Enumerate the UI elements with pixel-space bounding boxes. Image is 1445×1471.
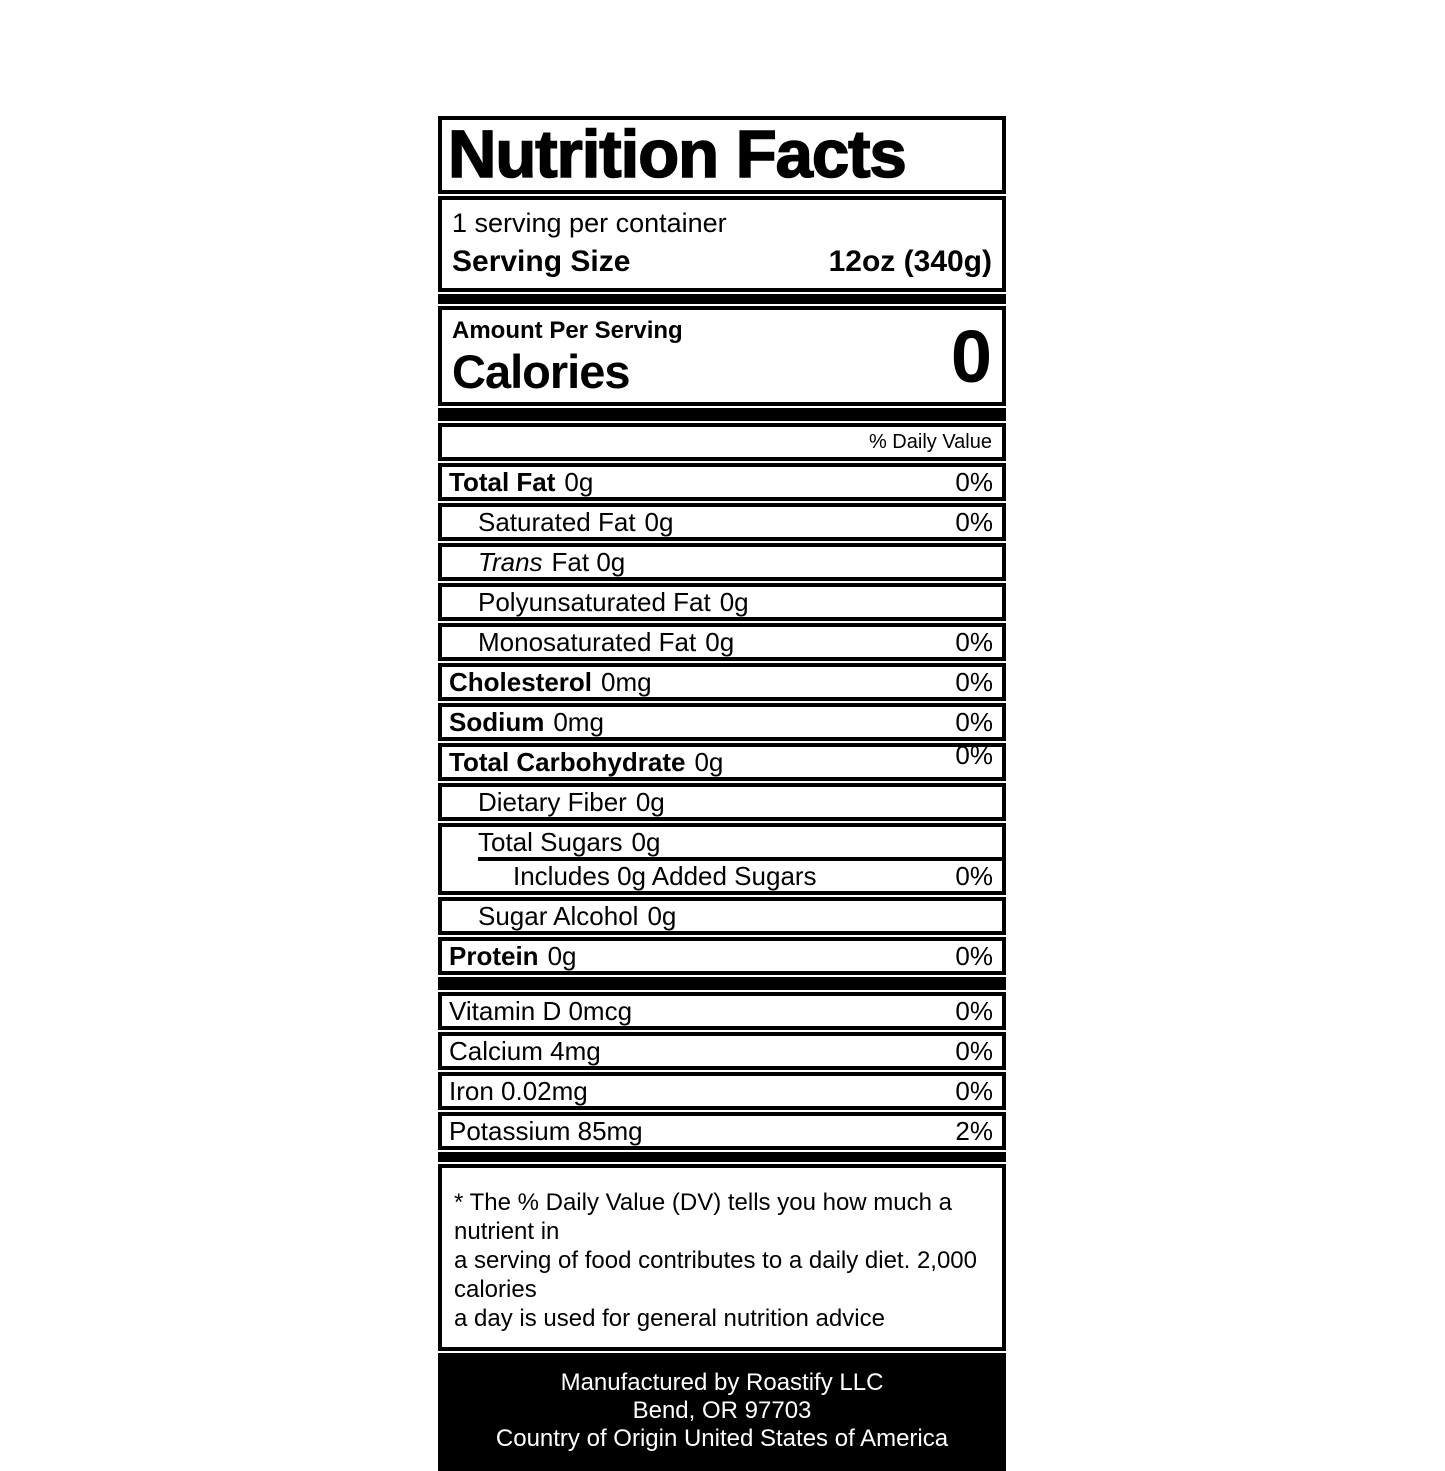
nutrient-name: Sugar Alcohol [478,901,639,931]
row-protein: Protein 0g 0% [438,937,1006,975]
footnote-line: a serving of food contributes to a daily… [454,1247,977,1303]
nutrient-name: Cholesterol [449,667,593,697]
title-box: Nutrition Facts [438,116,1006,194]
nutrient-name: Monosaturated Fat [478,627,697,657]
nutrient-dv: 0% [955,740,993,770]
row-added-sugars: Includes 0g Added Sugars 0% [442,861,1002,891]
nutrient-name: Iron 0.02mg [449,1076,588,1106]
nutrient-name: Includes 0g Added Sugars [513,861,817,891]
inset-divider [478,857,1002,861]
nutrient-name: Potassium 85mg [449,1116,643,1146]
nutrient-name: Vitamin D 0mcg [449,996,633,1026]
nutrient-amount: 0mg [601,667,652,697]
manufacturer-footer: Manufactured by Roastify LLC Bend, OR 97… [438,1353,1006,1471]
calories-left: Amount Per Serving Calories [452,316,683,398]
row-total-sugars: Total Sugars 0g [442,827,1002,857]
label-title: Nutrition Facts [447,117,907,192]
nutrient-name: Total Sugars [478,827,623,857]
nutrient-amount: 0g [631,827,661,857]
serving-size-value: 12oz (340g) [828,245,992,278]
nutrient-name: Protein [449,941,539,971]
row-trans-fat: Trans Fat 0g [438,543,1006,581]
amount-per-serving-label: Amount Per Serving [452,317,683,344]
serving-info-box: 1 serving per container Serving Size 12o… [438,196,1006,292]
nutrient-name: Trans [478,547,543,577]
calories-box: Amount Per Serving Calories 0 [438,306,1006,406]
nutrient-amount: 0g [694,747,724,777]
nutrient-dv: 0% [955,507,993,537]
row-total-fat: Total Fat 0g 0% [438,463,1006,501]
manufacturer-address-line: Bend, OR 97703 [632,1397,812,1424]
footnote-line: a day is used for general nutrition advi… [454,1305,885,1332]
daily-value-footnote: * The % Daily Value (DV) tells you how m… [438,1164,1006,1351]
nutrient-amount: 0g [547,941,577,971]
nutrient-dv: 0% [955,667,993,697]
separator-bar [438,294,1006,304]
nutrient-amount: Fat 0g [551,547,626,577]
row-iron: Iron 0.02mg 0% [438,1072,1006,1110]
nutrient-amount: 0g [719,587,749,617]
nutrient-name: Sodium [449,707,545,737]
row-total-sugars-group: Total Sugars 0g Includes 0g Added Sugars … [438,823,1006,895]
calories-value: 0 [950,315,992,398]
nutrient-name: Calcium 4mg [449,1036,601,1066]
nutrient-dv: 2% [955,1116,993,1146]
nutrient-dv: 0% [955,707,993,737]
nutrition-label: Nutrition Facts 1 serving per container … [438,116,1006,1471]
nutrient-dv: 0% [955,941,993,971]
row-potassium: Potassium 85mg 2% [438,1112,1006,1150]
servings-per-container: 1 serving per container [452,208,727,238]
nutrient-name: Polyunsaturated Fat [478,587,711,617]
row-monosaturated-fat: Monosaturated Fat 0g 0% [438,623,1006,661]
separator-bar [438,977,1006,990]
nutrient-name: Total Carbohydrate [449,747,686,777]
row-sugar-alcohol: Sugar Alcohol 0g [438,897,1006,935]
row-dietary-fiber: Dietary Fiber 0g [438,783,1006,821]
nutrient-dv: 0% [955,996,993,1026]
separator-bar [438,408,1006,421]
nutrient-amount: 0g [647,901,677,931]
row-calcium: Calcium 4mg 0% [438,1032,1006,1070]
row-cholesterol: Cholesterol 0mg 0% [438,663,1006,701]
separator-bar [438,1152,1006,1162]
row-sodium: Sodium 0mg 0% [438,703,1006,741]
manufacturer-line: Manufactured by Roastify LLC [560,1369,884,1396]
nutrient-name: Dietary Fiber [478,787,627,817]
nutrient-amount: 0g [644,507,674,537]
footnote-line: * The % Daily Value (DV) tells you how m… [454,1189,952,1245]
nutrient-name: Saturated Fat [478,507,636,537]
row-polyunsaturated-fat: Polyunsaturated Fat 0g [438,583,1006,621]
row-total-carbohydrate: Total Carbohydrate 0g 0% [438,740,1006,781]
nutrient-dv: 0% [955,1076,993,1106]
nutrient-dv: 0% [955,1036,993,1066]
serving-size-row: Serving Size 12oz (340g) [452,242,992,282]
calories-label: Calories [452,345,630,398]
row-vitamin-d: Vitamin D 0mcg 0% [438,992,1006,1030]
daily-value-header: % Daily Value [438,423,1006,461]
nutrient-amount: 0g [635,787,665,817]
nutrient-amount: 0mg [553,707,604,737]
nutrient-amount: 0g [705,627,735,657]
serving-size-label: Serving Size [452,245,631,278]
nutrient-dv: 0% [955,467,993,497]
nutrient-name: Total Fat [449,467,556,497]
nutrient-dv: 0% [955,861,993,891]
nutrient-amount: 0g [564,467,594,497]
nutrient-dv: 0% [955,627,993,657]
row-saturated-fat: Saturated Fat 0g 0% [438,503,1006,541]
country-of-origin-line: Country of Origin United States of Ameri… [495,1425,949,1452]
